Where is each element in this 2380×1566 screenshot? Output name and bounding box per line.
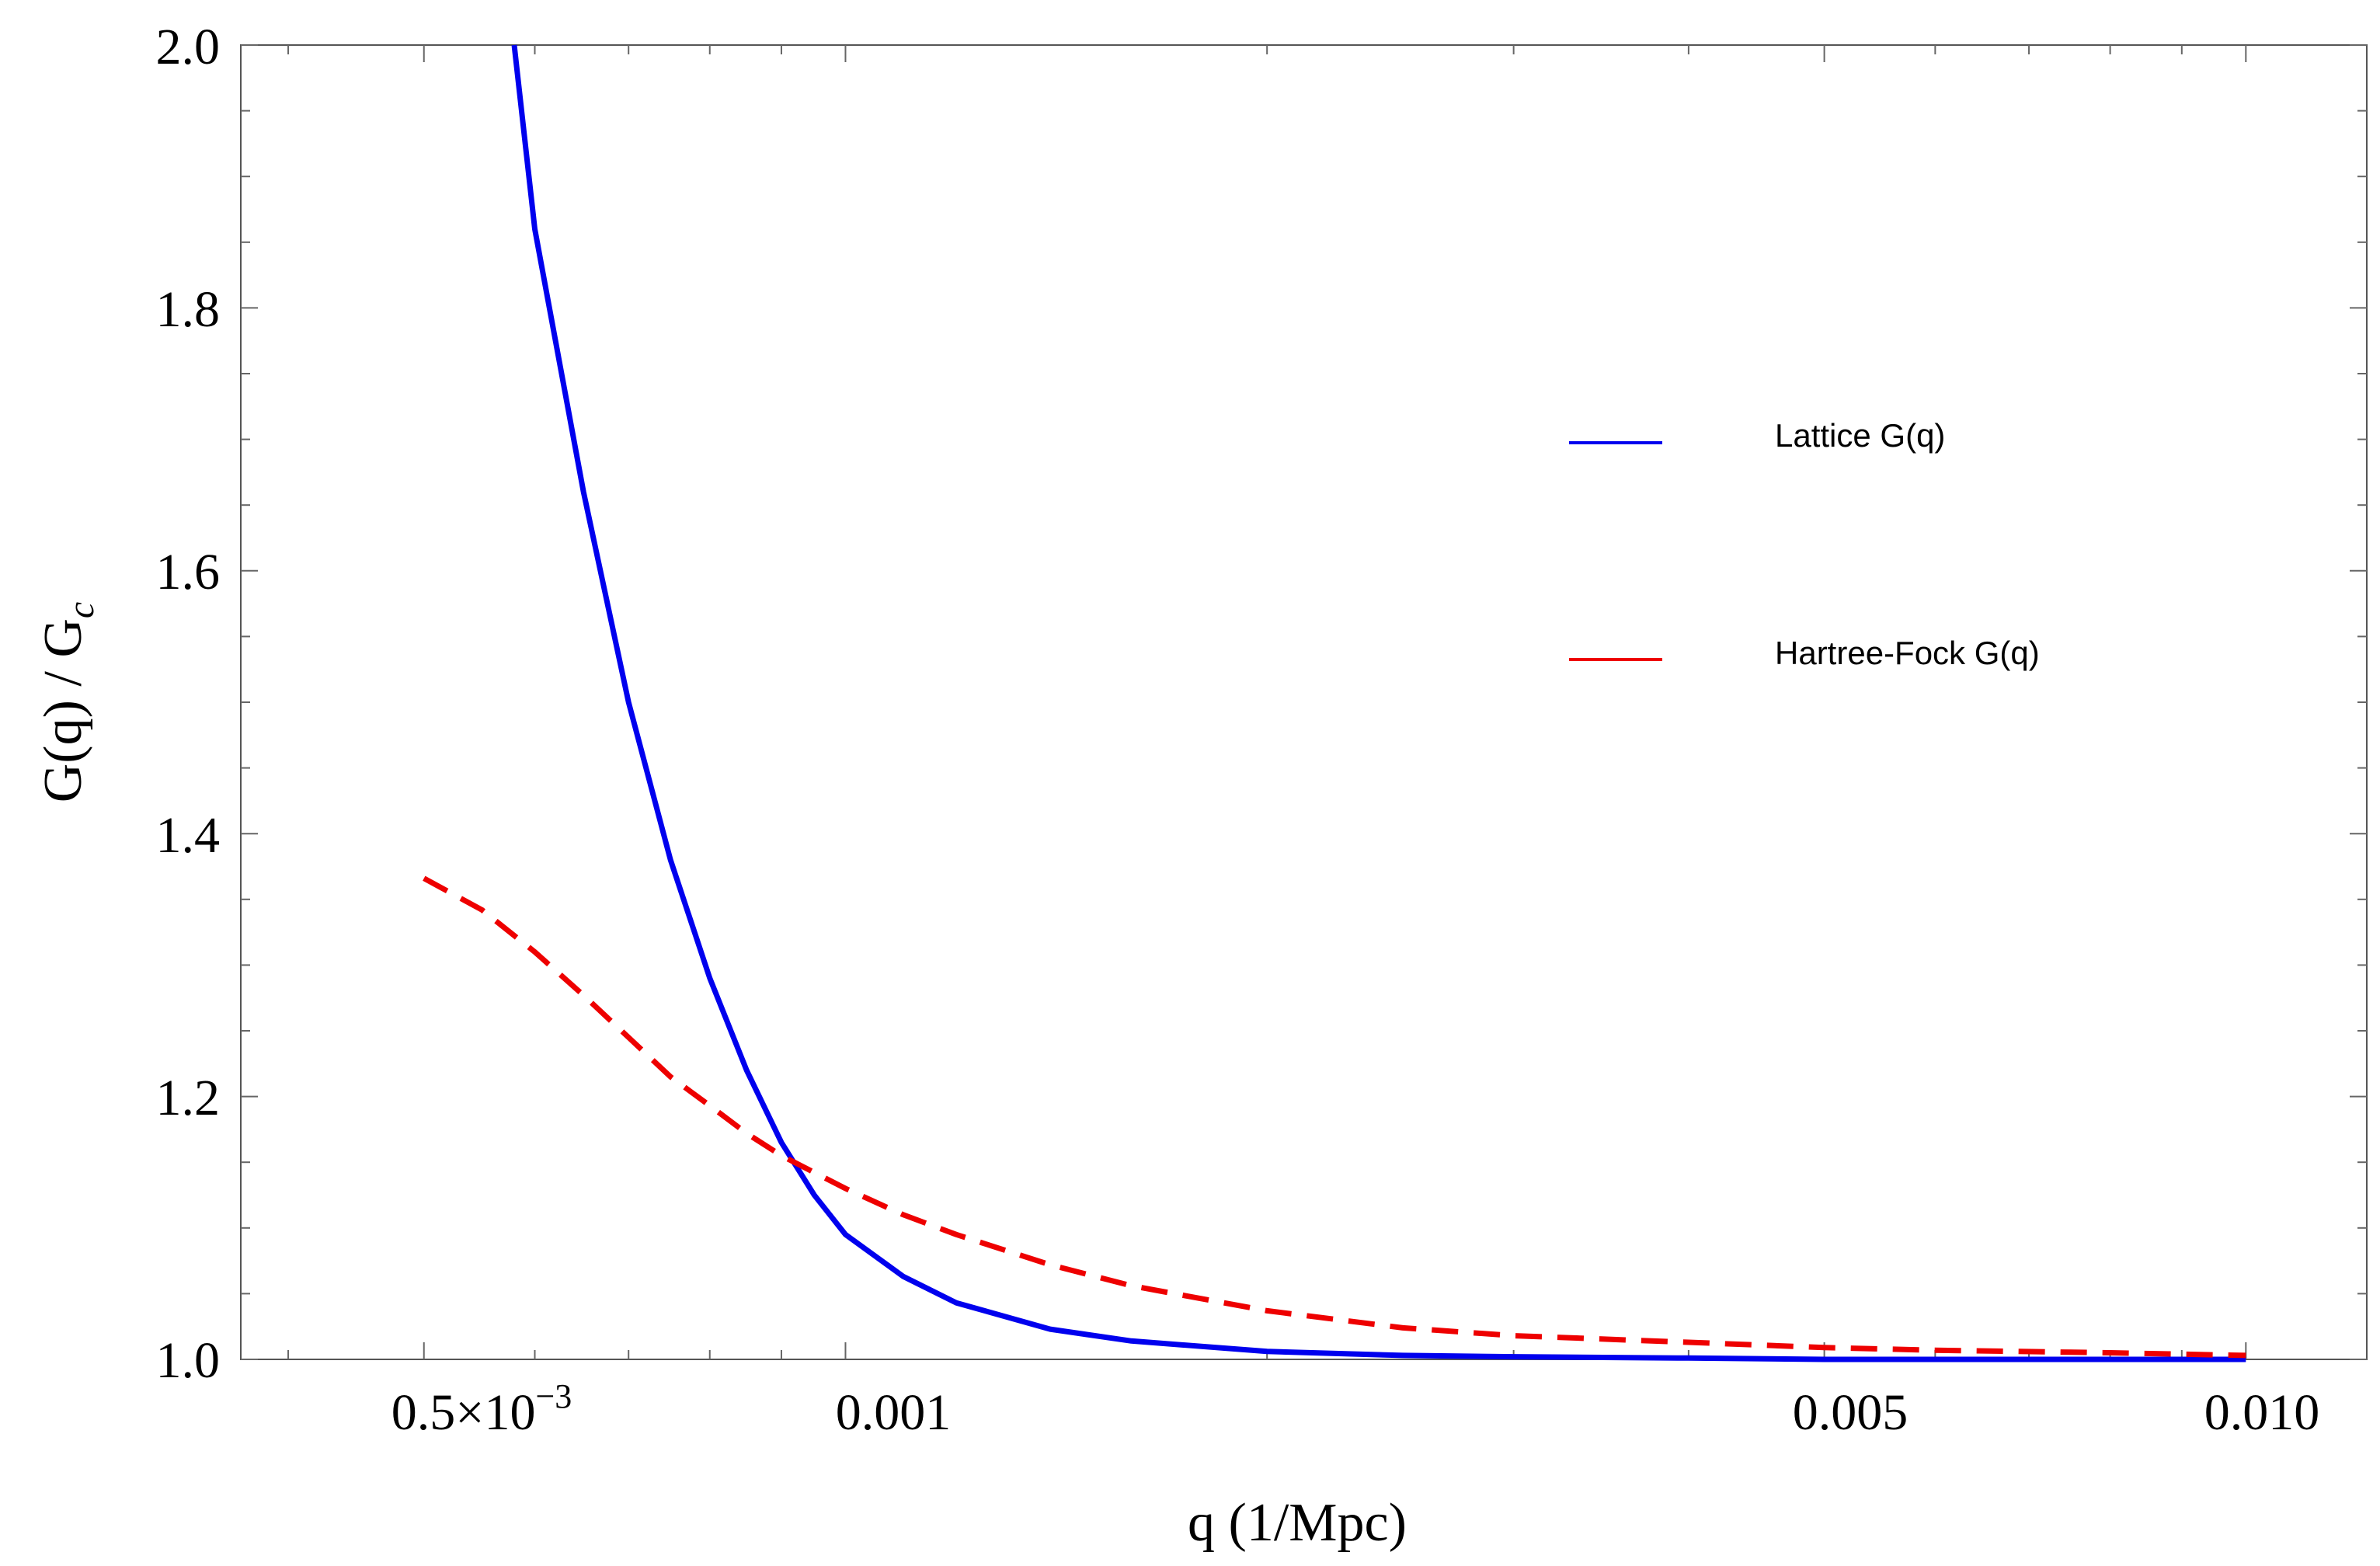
y-axis-title-subscript: c	[61, 602, 102, 618]
x-tick-label-main: 0.5×10	[391, 1384, 536, 1441]
y-tick-label: 1.2	[156, 1070, 221, 1126]
y-tick-label: 1.4	[156, 807, 221, 864]
x-tick-label: 0.001	[836, 1384, 952, 1441]
x-tick-label: 0.005	[1793, 1384, 1909, 1441]
x-axis-title: q (1/Mpc)	[1188, 1493, 1407, 1553]
y-tick-label: 1.6	[156, 544, 221, 600]
series-hartree-fock-line	[423, 875, 2246, 1359]
series-layer	[423, 44, 2246, 1362]
y-axis-title: G(q) / Gc	[33, 602, 102, 803]
y-tick-label: 1.8	[156, 281, 221, 338]
x-tick-labels: 0.5×10−3 0.001 0.005 0.010	[391, 1377, 2320, 1441]
legend-label-lattice: Lattice G(q)	[1775, 417, 1945, 454]
y-tick-labels: 1.0 1.2 1.4 1.6 1.8 2.0	[156, 19, 221, 1389]
x-tick-label: 0.5×10−3	[391, 1377, 572, 1441]
series-lattice-line	[511, 44, 2246, 1362]
ticks-layer	[241, 44, 2367, 1360]
x-tick-label-exponent: −3	[535, 1377, 572, 1415]
y-tick-label: 2.0	[156, 19, 221, 75]
y-axis-title-main: G(q) / G	[33, 618, 93, 802]
y-tick-label: 1.0	[156, 1332, 221, 1389]
legend: Lattice G(q) Hartree-Fock G(q)	[1569, 417, 2040, 671]
legend-label-hartree-fock: Hartree-Fock G(q)	[1775, 635, 2040, 671]
plot-frame	[240, 44, 2368, 1360]
x-tick-label: 0.010	[2204, 1384, 2320, 1441]
